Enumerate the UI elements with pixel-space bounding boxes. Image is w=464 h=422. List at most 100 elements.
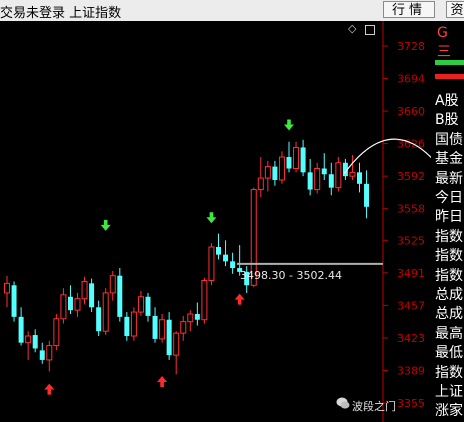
candle — [53, 313, 60, 351]
panel-label: 最新 — [435, 170, 463, 187]
candlestick-chart: 3728369436603626359235583525349134573423… — [4, 21, 431, 422]
y-tick-label: 3457 — [397, 299, 425, 312]
candle — [264, 160, 271, 192]
candle — [89, 278, 95, 313]
candle — [286, 141, 292, 173]
candle — [216, 233, 221, 260]
panel-label: 基金 — [435, 151, 463, 168]
candle — [60, 288, 67, 324]
y-tick-label: 3728 — [397, 40, 425, 53]
candle — [187, 310, 194, 332]
y-tick-label: 3491 — [397, 267, 425, 280]
info-button[interactable]: 资 — [446, 1, 464, 18]
signals — [44, 119, 294, 395]
candle — [237, 245, 243, 276]
y-tick-label: 3592 — [397, 170, 425, 183]
y-tick-label: 3558 — [397, 203, 425, 216]
candle — [46, 340, 53, 372]
panel-label: 上证 — [435, 384, 463, 400]
panel-label: 涨家 — [435, 403, 463, 420]
candle — [250, 187, 257, 288]
green-volume-bar — [435, 60, 464, 65]
quote-panel: G 三 A股 B股 国债 基金 最新 今日 昨日 指数 指数 指数 总成 总成 最高 最低 指数 上证 涨家 — [431, 21, 464, 422]
panel-label: B股 — [435, 112, 459, 129]
top-arc — [343, 138, 431, 174]
panel-label: 今日 — [435, 190, 463, 206]
panel-label: 指数 — [435, 228, 463, 245]
sell-arrow — [206, 212, 217, 224]
candle — [67, 285, 73, 314]
watermark: 波段之门 — [352, 400, 396, 413]
candle — [364, 170, 370, 219]
candle — [18, 307, 24, 346]
candle — [159, 313, 166, 343]
candle — [96, 300, 102, 337]
candle — [335, 157, 342, 192]
candle — [166, 312, 172, 360]
candle — [124, 312, 130, 341]
candle — [201, 277, 208, 324]
candle — [74, 292, 81, 317]
candle — [278, 151, 285, 184]
panel-label: 昨日 — [435, 209, 463, 226]
candle — [180, 315, 187, 341]
candle — [314, 162, 321, 194]
candle — [137, 291, 144, 316]
candle — [117, 268, 123, 322]
candle — [145, 292, 151, 322]
panel-label: 指数 — [435, 364, 463, 381]
candle — [208, 243, 215, 286]
candle — [328, 162, 334, 196]
candle — [194, 302, 200, 326]
candle — [81, 276, 88, 305]
diamond-icon[interactable]: ◇ — [348, 22, 357, 35]
window-square-icon[interactable] — [365, 25, 375, 35]
candle — [272, 160, 278, 186]
candle — [11, 281, 17, 322]
candle — [230, 252, 236, 274]
candle — [130, 307, 137, 341]
y-tick-label: 3694 — [397, 73, 425, 86]
red-volume-bar — [435, 74, 464, 79]
panel-label: 国债 — [435, 131, 463, 148]
panel-label: 最低 — [435, 345, 463, 362]
panel-label: A股 — [435, 93, 459, 109]
quote-button[interactable]: 行情 — [383, 1, 435, 18]
candle — [152, 307, 158, 343]
buy-arrow — [157, 375, 168, 387]
candle — [357, 162, 362, 193]
y-tick-label: 3423 — [397, 332, 425, 345]
candle — [173, 331, 180, 375]
candle — [244, 266, 250, 293]
y-tick-label: 3525 — [397, 234, 425, 247]
top-toolbar: 交易未登录 上证指数 行情 资 — [0, 0, 464, 21]
sell-arrow — [284, 119, 294, 131]
candle — [4, 275, 10, 308]
panel-label: 总成 — [435, 287, 463, 303]
candle — [39, 342, 45, 364]
candle — [25, 331, 32, 360]
support-label: 3498.30 - 3502.44 — [240, 269, 342, 282]
y-tick-label: 3660 — [397, 105, 425, 118]
y-tick-label: 3389 — [397, 364, 425, 377]
candle — [307, 158, 313, 196]
status-text: 交易未登录 上证指数 — [0, 6, 122, 21]
sell-arrow — [100, 219, 111, 231]
candle — [109, 270, 116, 301]
candle — [32, 329, 38, 353]
candle — [300, 139, 306, 177]
price-axis: 3728369436603626359235583525349134573423… — [382, 21, 425, 422]
y-tick-label: 3355 — [397, 397, 425, 410]
buy-arrow — [44, 383, 55, 395]
candles — [4, 139, 370, 375]
overlay: 3498.30 - 3502.44 — [237, 138, 431, 282]
wechat-icon — [336, 397, 350, 409]
panel-head: G 三 — [437, 25, 451, 60]
candle — [293, 141, 300, 173]
panel-label: 最高 — [435, 325, 463, 342]
candle — [349, 155, 356, 180]
candle — [321, 153, 327, 180]
candle — [257, 157, 264, 198]
buy-arrow — [234, 293, 245, 305]
panel-label: 总成 — [435, 306, 463, 323]
